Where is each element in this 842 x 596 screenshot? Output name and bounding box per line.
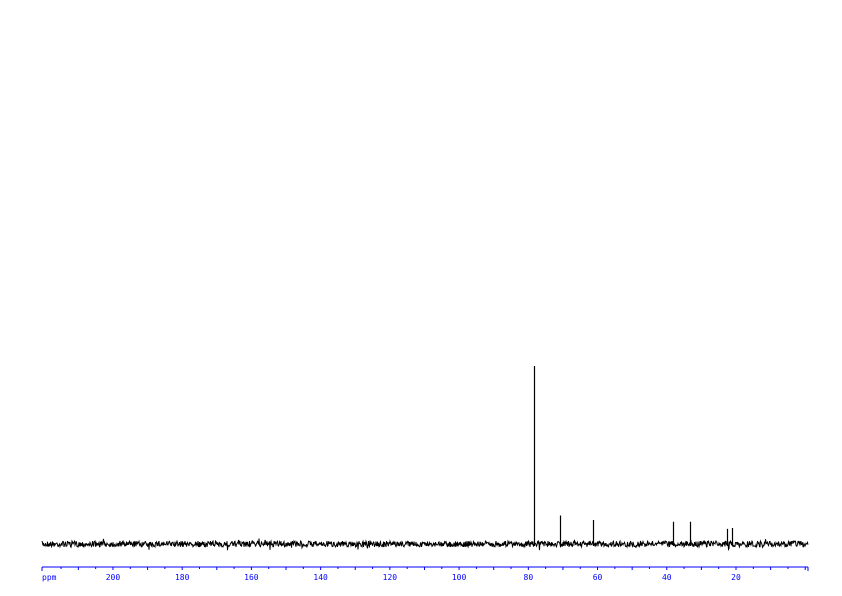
ppm-axis: 200 180 160 140 120 100 80 60 40 20: [41, 566, 809, 582]
x-tick-label: 20: [731, 573, 741, 582]
spectrum-trace: [41, 366, 809, 552]
x-tick-label: 120: [383, 573, 398, 582]
x-tick-label: 200: [106, 573, 121, 582]
x-tick-label: 60: [593, 573, 603, 582]
baseline-noise: [41, 538, 809, 552]
x-tick-label: 100: [452, 573, 467, 582]
x-tick-label: 80: [524, 573, 534, 582]
x-tick-label: 140: [313, 573, 328, 582]
x-axis-label: ppm: [42, 573, 57, 582]
x-tick-label: 180: [175, 573, 190, 582]
x-tick-label: 160: [244, 573, 259, 582]
x-tick-label: 40: [662, 573, 672, 582]
